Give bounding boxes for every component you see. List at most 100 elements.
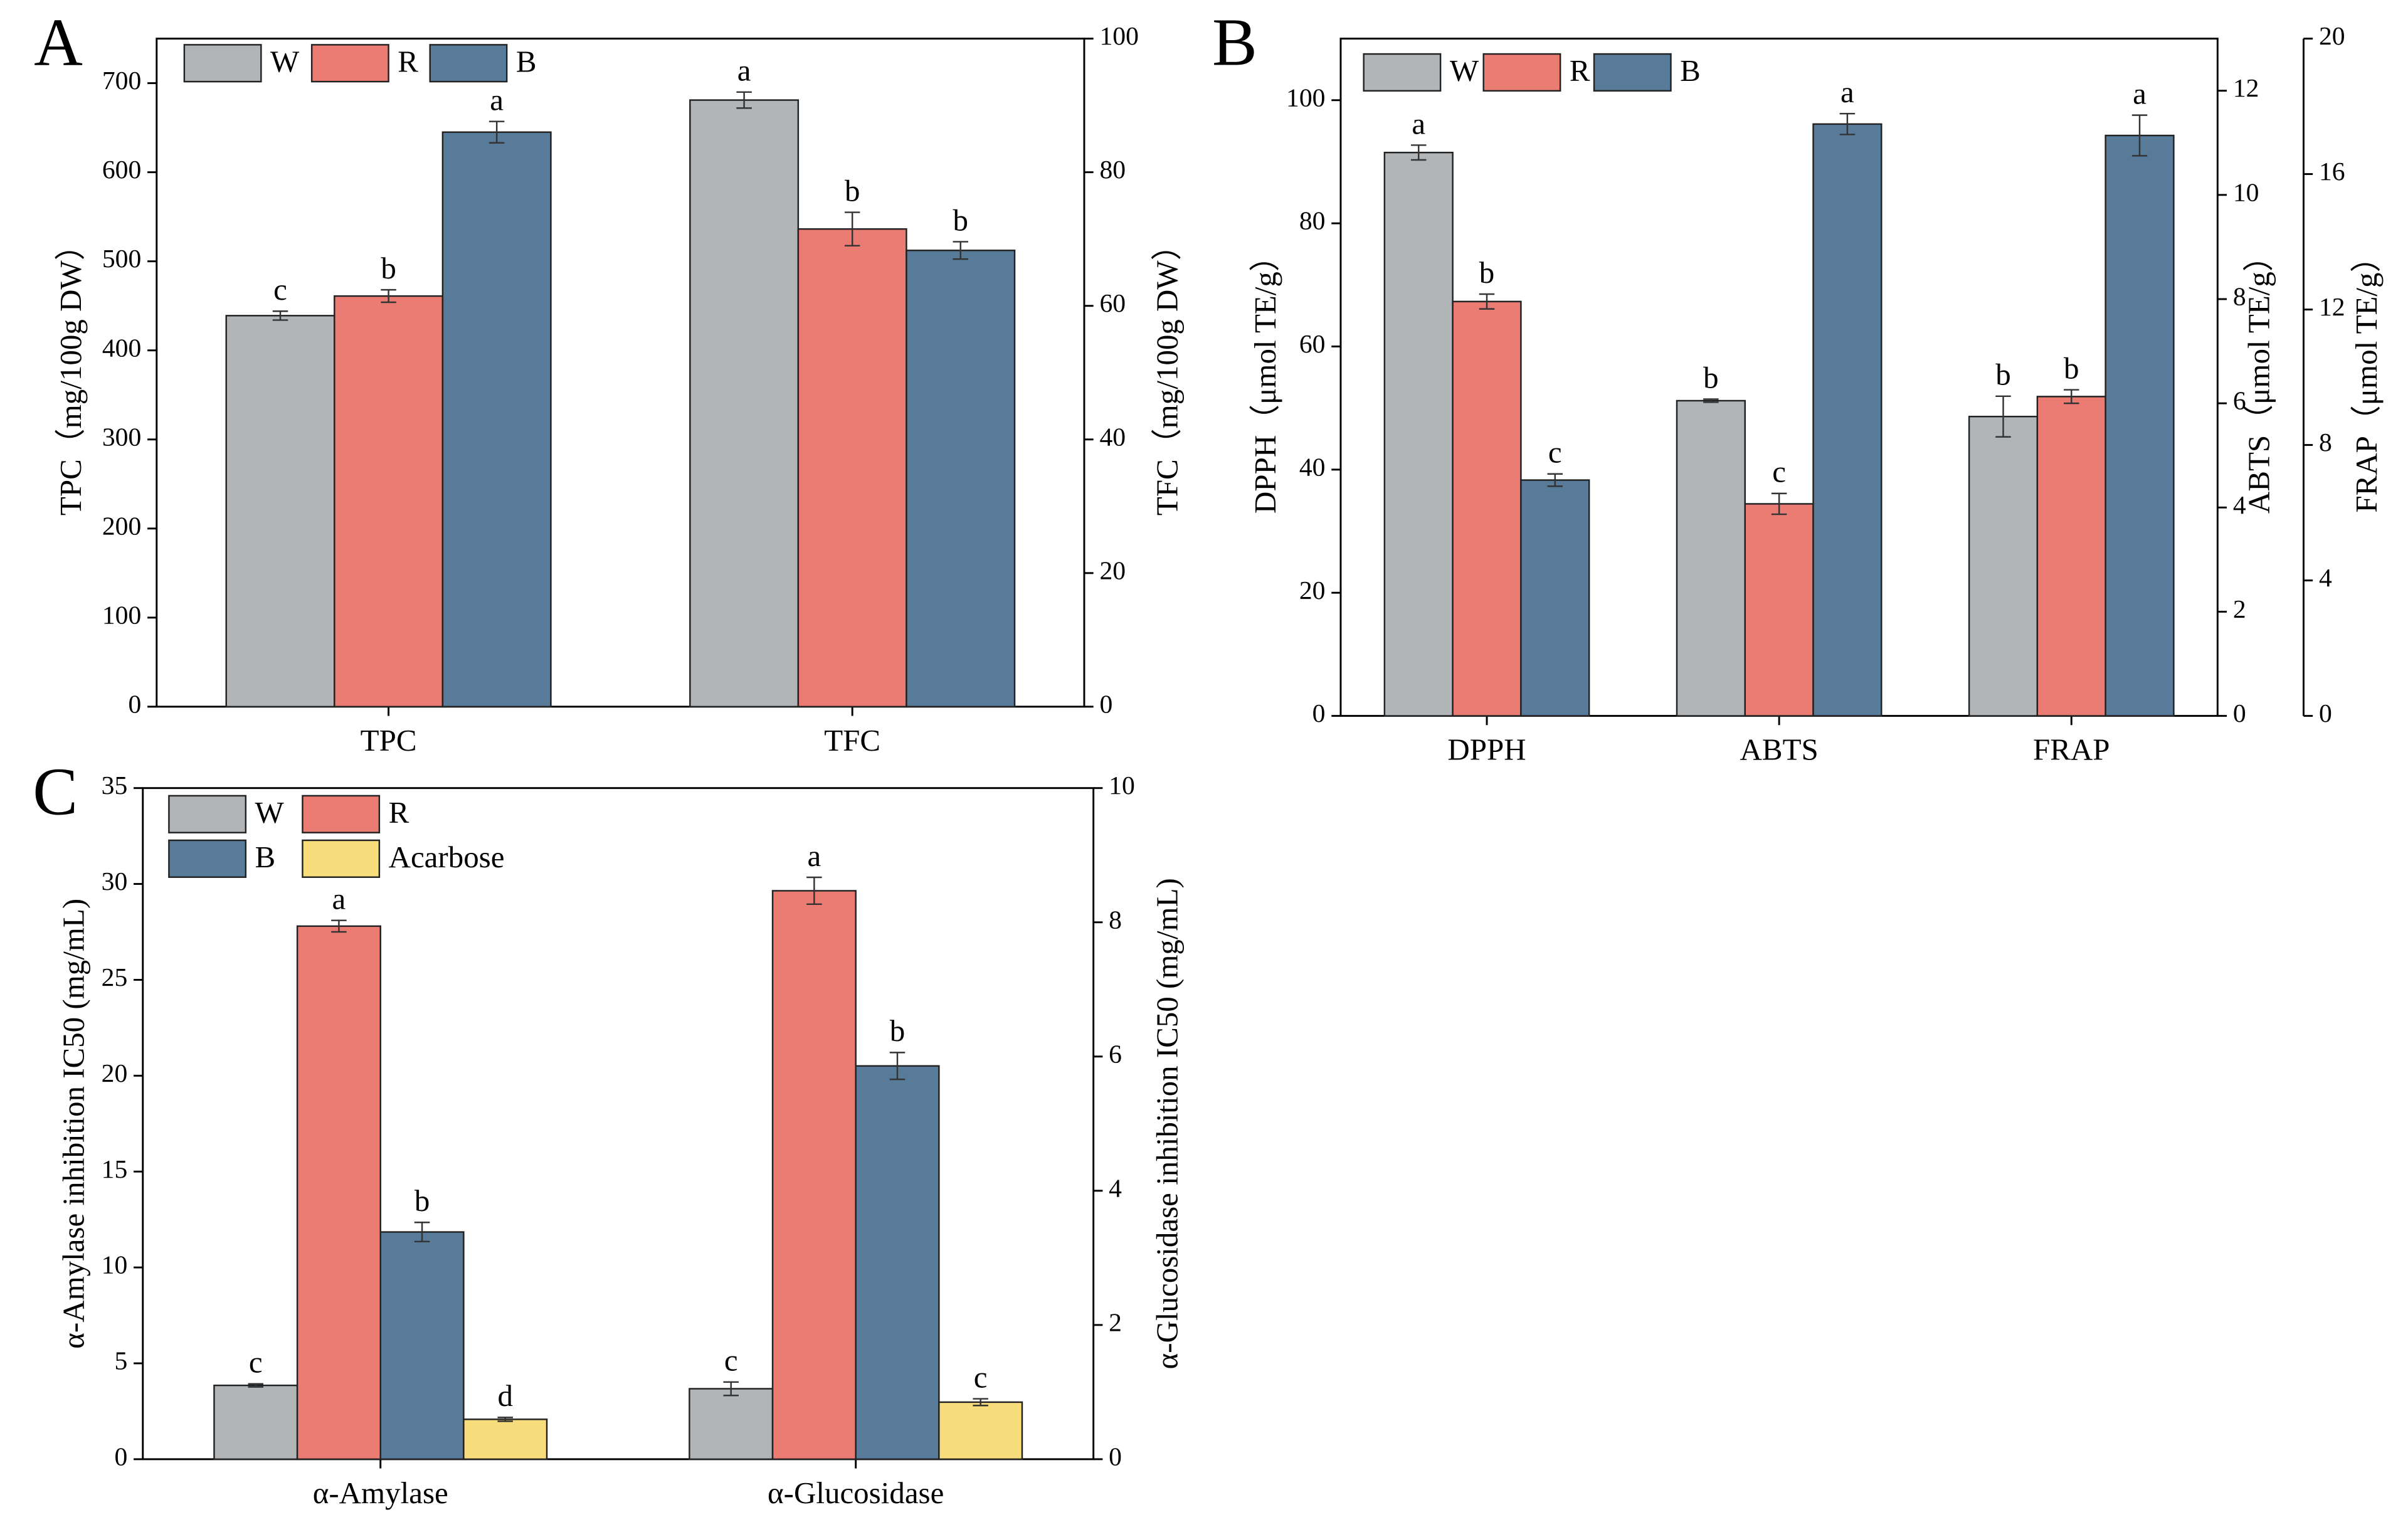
y2-tick-label: 80 <box>1099 156 1126 184</box>
error-bar <box>272 310 288 321</box>
significance-letter: b <box>381 251 396 285</box>
bar <box>771 890 857 1461</box>
x-tick-label: α-Amylase <box>313 1476 448 1510</box>
x-tick-label: DPPH <box>1447 732 1526 767</box>
y-tick-label: 25 <box>102 963 128 992</box>
significance-letter: c <box>974 1360 988 1394</box>
y-tick-label: 30 <box>102 867 128 896</box>
y-tick-label: 300 <box>102 423 141 452</box>
legend-label: R <box>398 44 418 78</box>
y2-tick-label: 4 <box>2233 491 2246 520</box>
y-tick-label: 700 <box>102 66 141 95</box>
y-tick-label: 40 <box>1299 453 1326 482</box>
error-bar <box>1547 473 1563 487</box>
y2-tick-label: 2 <box>2233 595 2246 624</box>
significance-letter: a <box>807 838 821 873</box>
error-bar <box>889 1052 906 1081</box>
y-tick-label: 5 <box>114 1347 127 1376</box>
error-bar <box>1995 395 2011 438</box>
bar <box>2104 134 2175 717</box>
significance-letter: c <box>249 1345 263 1380</box>
legend-label: B <box>255 840 276 874</box>
legend-label: W <box>1450 53 1479 88</box>
error-bar <box>723 1381 739 1397</box>
x-tick-label: ABTS <box>1740 732 1819 767</box>
legend-label: W <box>255 795 285 830</box>
error-bar <box>1703 398 1719 403</box>
y-tick-label: 0 <box>114 1442 127 1471</box>
significance-letter: a <box>1412 106 1425 140</box>
y-tick-label: 200 <box>102 512 141 541</box>
significance-letter: d <box>497 1378 512 1413</box>
error-bar <box>248 1383 264 1388</box>
y2-tick-label: 0 <box>1109 1442 1122 1471</box>
error-bar <box>1479 293 1495 310</box>
panel-label: A <box>34 5 83 80</box>
y2-tick-label: 2 <box>1109 1308 1122 1337</box>
bar <box>906 250 1016 708</box>
legend-label: R <box>1570 53 1590 88</box>
y-axis-title: TPC（mg/100g DW） <box>53 230 88 515</box>
bar <box>334 295 444 708</box>
y3-tick-label: 20 <box>2319 22 2345 51</box>
bar <box>1452 300 1522 717</box>
legend-swatch <box>168 795 247 833</box>
y2-tick-label: 8 <box>1109 906 1122 934</box>
significance-letter: c <box>1548 435 1562 470</box>
legend-swatch <box>1482 53 1561 92</box>
significance-letter: b <box>415 1183 430 1218</box>
legend-swatch <box>183 44 262 83</box>
error-bar <box>488 120 505 144</box>
y-axis-title: α-Amylase inhibition IC50 (mg/mL) <box>56 899 91 1349</box>
significance-letter: a <box>332 882 346 916</box>
bar <box>441 131 552 708</box>
bar <box>689 1388 774 1461</box>
error-bar <box>806 876 822 906</box>
y-tick-label: 500 <box>102 245 141 273</box>
significance-letter: b <box>1703 360 1718 394</box>
y-tick-label: 20 <box>102 1059 128 1088</box>
panel-label: B <box>1212 5 1257 80</box>
y2-axis-title: TFC（mg/100g DW） <box>1149 230 1184 515</box>
y-tick-label: 0 <box>1312 699 1326 728</box>
y-tick-label: 15 <box>102 1155 128 1184</box>
bar <box>689 99 800 708</box>
y2-tick-label: 0 <box>2233 699 2246 728</box>
legend-swatch <box>168 839 247 878</box>
y2-tick-label: 20 <box>1099 556 1126 585</box>
legend-label: B <box>516 44 537 78</box>
significance-letter: a <box>737 53 751 88</box>
y3-tick-label: 0 <box>2319 699 2332 728</box>
y3-tick-label: 12 <box>2319 293 2345 322</box>
x-tick-label: α-Glucosidase <box>768 1476 944 1510</box>
error-bar <box>331 919 347 933</box>
error-bar <box>1771 492 1787 515</box>
legend-swatch <box>429 44 508 83</box>
error-bar <box>1839 112 1856 135</box>
bar <box>463 1419 548 1461</box>
y2-axis-title: α-Glucosidase inhibition IC50 (mg/mL) <box>1149 878 1184 1369</box>
y-tick-label: 35 <box>102 771 128 800</box>
legend-label: W <box>270 44 300 78</box>
legend-label: Acarbose <box>389 840 505 874</box>
y-tick-label: 400 <box>102 334 141 362</box>
y2-tick-label: 60 <box>1099 289 1126 318</box>
y3-tick-label: 16 <box>2319 157 2345 186</box>
panel-label: C <box>33 755 78 830</box>
x-tick-label: TPC <box>361 723 417 758</box>
y2-tick-label: 6 <box>1109 1040 1122 1069</box>
legend-swatch <box>302 795 381 833</box>
error-bar <box>381 288 396 304</box>
error-bar <box>953 241 969 260</box>
significance-letter: b <box>890 1013 905 1048</box>
bar <box>213 1384 298 1461</box>
legend-label: R <box>389 795 409 830</box>
bar <box>1812 123 1883 717</box>
bar <box>296 925 381 1461</box>
error-bar <box>736 91 752 109</box>
legend-swatch <box>1363 53 1442 92</box>
y-tick-label: 10 <box>102 1251 128 1280</box>
y2-tick-label: 6 <box>2233 387 2246 416</box>
error-bar <box>2131 114 2148 157</box>
bar <box>1744 503 1814 717</box>
